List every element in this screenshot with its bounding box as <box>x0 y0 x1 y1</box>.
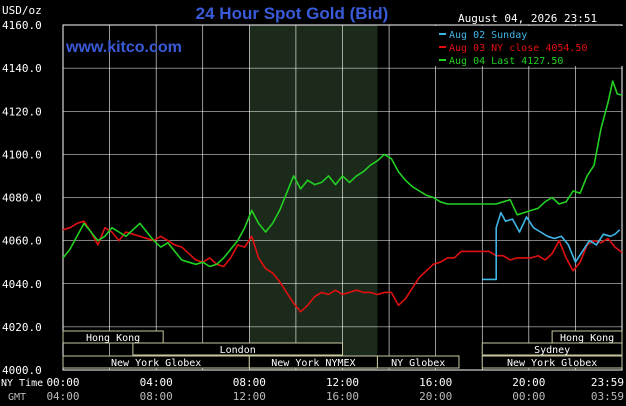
session-label: Sydney <box>534 345 570 356</box>
unit-label: USD/oz <box>2 4 42 17</box>
chart-title: 24 Hour Spot Gold (Bid) <box>196 4 389 23</box>
x-tick-ny: 04:00 <box>140 376 173 389</box>
y-tick-label: 4020.0 <box>2 321 42 334</box>
x-tick-ny: 08:00 <box>233 376 266 389</box>
x-tick-ny: 16:00 <box>419 376 452 389</box>
session-layer: Hong Kong London New York Globex New York N… <box>62 330 623 369</box>
grid-layer <box>62 24 623 371</box>
session-bar <box>132 342 343 356</box>
series-line-1 <box>62 220 623 313</box>
x-tick-ny: 12:00 <box>326 376 359 389</box>
session-bar <box>481 342 623 356</box>
x-tick-ny: 00:00 <box>46 376 79 389</box>
legend: Aug 02 Sunday Aug 03 NY close 4054.50 Au… <box>432 26 624 67</box>
legend-sunday: Aug 02 Sunday <box>449 30 527 41</box>
session-label: New York Globex <box>507 358 597 369</box>
y-tick-label: 4160.0 <box>2 19 42 32</box>
x-tick-gmt: 00:00 <box>512 390 545 403</box>
legend-background <box>432 26 624 66</box>
session-bar <box>481 355 623 369</box>
x-tick-gmt: 20:00 <box>419 390 452 403</box>
y-tick-label: 4000.0 <box>2 364 42 377</box>
y-tick-label: 4040.0 <box>2 278 42 291</box>
session-label: New York NYMEX <box>271 358 355 369</box>
legend-nyclose: Aug 03 NY close 4054.50 <box>449 43 587 54</box>
series-line-0 <box>482 211 621 281</box>
x-tick-gmt: 16:00 <box>326 390 359 403</box>
legend-last: Aug 04 Last 4127.50 <box>449 56 563 67</box>
series-layer <box>62 80 623 313</box>
x-row-label-gmt: GMT <box>8 392 26 403</box>
x-tick-gmt: 12:00 <box>233 390 266 403</box>
session-label: NY Globex <box>391 358 445 369</box>
session-bar <box>376 355 460 369</box>
y-tick-label: 4100.0 <box>2 148 42 161</box>
timestamp: August 04, 2026 23:51 <box>458 12 597 25</box>
x-tick-gmt: 03:59 <box>591 390 624 403</box>
session-label: Hong Kong <box>560 333 614 344</box>
y-tick-label: 4080.0 <box>2 192 42 205</box>
session-bar <box>62 330 164 344</box>
x-tick-ny: 20:00 <box>512 376 545 389</box>
x-tick-gmt: 04:00 <box>46 390 79 403</box>
x-tick-ny: 23:59 <box>591 376 624 389</box>
axis-layer: 4160.0 4140.0 4120.0 4100.0 4080.0 4060.0 4040… <box>1 19 624 403</box>
y-tick-label: 4060.0 <box>2 235 42 248</box>
session-label: London <box>220 345 256 356</box>
series-line-2 <box>62 80 623 268</box>
y-tick-label: 4120.0 <box>2 105 42 118</box>
x-tick-gmt: 08:00 <box>140 390 173 403</box>
y-tick-label: 4140.0 <box>2 62 42 75</box>
site-watermark[interactable]: www.kitco.com <box>65 39 182 56</box>
x-row-label-ny: NY Time <box>1 378 43 389</box>
session-label: New York Globex <box>111 358 201 369</box>
session-label: Hong Kong <box>86 333 140 344</box>
